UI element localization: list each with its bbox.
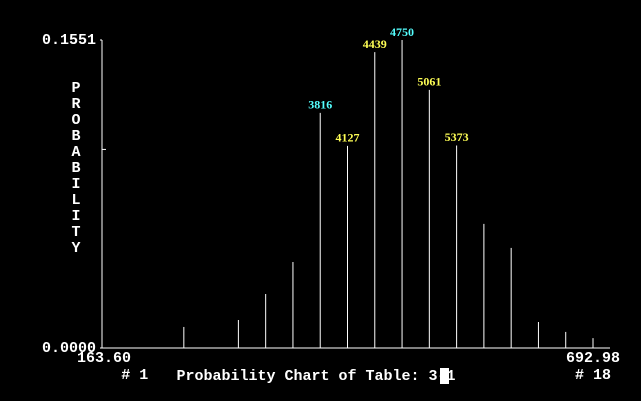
y-tick-label: 0.1551 xyxy=(42,32,96,49)
value-label: 4439 xyxy=(363,37,387,51)
value-label: 4750 xyxy=(390,25,414,39)
value-label: 4127 xyxy=(336,131,360,145)
value-label: 3816 xyxy=(308,98,332,112)
chart-title: Probability Chart of Table: 3-1 xyxy=(176,368,455,385)
x-category-label: # 18 xyxy=(575,367,611,384)
value-label: 5061 xyxy=(417,75,441,89)
cursor xyxy=(440,368,449,384)
value-label: 5373 xyxy=(445,130,469,144)
x-category-label: # 1 xyxy=(121,367,148,384)
x-tick-label: 692.98 xyxy=(566,350,620,367)
y-tick-label: 0.0000 xyxy=(42,340,96,357)
x-tick-label: 163.60 xyxy=(77,350,131,367)
